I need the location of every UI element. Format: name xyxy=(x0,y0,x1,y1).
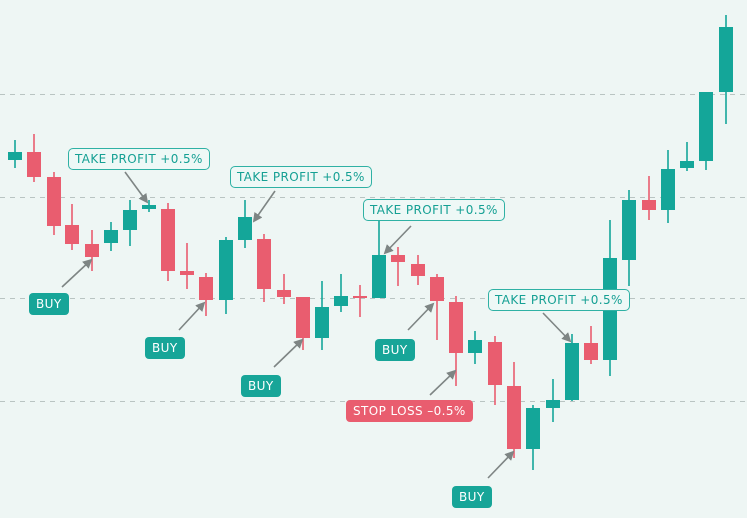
stop-loss-label: STOP LOSS –0.5% xyxy=(346,400,473,422)
bearish-candle xyxy=(47,172,61,235)
take-profit-label: TAKE PROFIT +0.5% xyxy=(230,166,372,188)
bullish-candle xyxy=(334,274,348,312)
buy-signal-label: BUY xyxy=(145,337,185,359)
bearish-candle xyxy=(642,176,656,220)
bullish-candle xyxy=(565,334,579,401)
bullish-candle xyxy=(622,190,636,286)
bullish-candle xyxy=(104,222,118,251)
bullish-candle xyxy=(315,281,329,350)
arrow-icon xyxy=(383,225,412,255)
arrow-icon xyxy=(178,301,206,331)
buy-signal-label: BUY xyxy=(452,486,492,508)
arrow-icon xyxy=(252,190,276,223)
bearish-candle xyxy=(85,230,99,271)
arrow-icon xyxy=(61,258,93,288)
arrow-icon xyxy=(273,338,304,368)
buy-signal-label: BUY xyxy=(29,293,69,315)
annotation-arrows xyxy=(61,171,572,479)
bearish-candle xyxy=(257,234,271,302)
bearish-candle xyxy=(199,273,213,316)
bullish-candle xyxy=(661,150,675,223)
bearish-candle xyxy=(449,296,463,386)
arrow-icon xyxy=(407,302,435,331)
bullish-candle xyxy=(238,200,252,248)
bullish-candle xyxy=(719,15,733,124)
arrow-icon xyxy=(124,171,149,204)
bullish-candle xyxy=(142,200,156,212)
bearish-candle xyxy=(584,326,598,364)
take-profit-label: TAKE PROFIT +0.5% xyxy=(488,289,630,311)
bullish-candle xyxy=(123,200,137,246)
bullish-candle xyxy=(468,331,482,364)
bullish-candle xyxy=(526,405,540,470)
take-profit-label: TAKE PROFIT +0.5% xyxy=(363,199,505,221)
buy-signal-label: BUY xyxy=(241,375,281,397)
buy-signal-label: BUY xyxy=(375,339,415,361)
candles xyxy=(8,15,733,470)
bearish-candle xyxy=(27,134,41,182)
bearish-candle xyxy=(430,274,444,340)
bullish-candle xyxy=(8,140,22,168)
bullish-candle xyxy=(680,142,694,171)
bearish-candle xyxy=(411,255,425,285)
bullish-candle xyxy=(699,92,713,170)
bullish-candle xyxy=(372,218,386,298)
arrow-icon xyxy=(542,312,572,343)
bearish-candle xyxy=(277,274,291,304)
bearish-candle xyxy=(507,362,521,458)
bearish-candle xyxy=(65,204,79,250)
bearish-candle xyxy=(488,336,502,405)
bullish-candle xyxy=(219,237,233,314)
arrow-icon xyxy=(487,450,515,479)
bearish-candle xyxy=(180,243,194,289)
bullish-candle xyxy=(546,379,560,422)
bearish-candle xyxy=(353,285,367,317)
bearish-candle xyxy=(161,203,175,281)
bearish-candle xyxy=(391,247,405,286)
bearish-candle xyxy=(296,297,310,350)
take-profit-label: TAKE PROFIT +0.5% xyxy=(68,148,210,170)
arrow-icon xyxy=(429,369,457,396)
